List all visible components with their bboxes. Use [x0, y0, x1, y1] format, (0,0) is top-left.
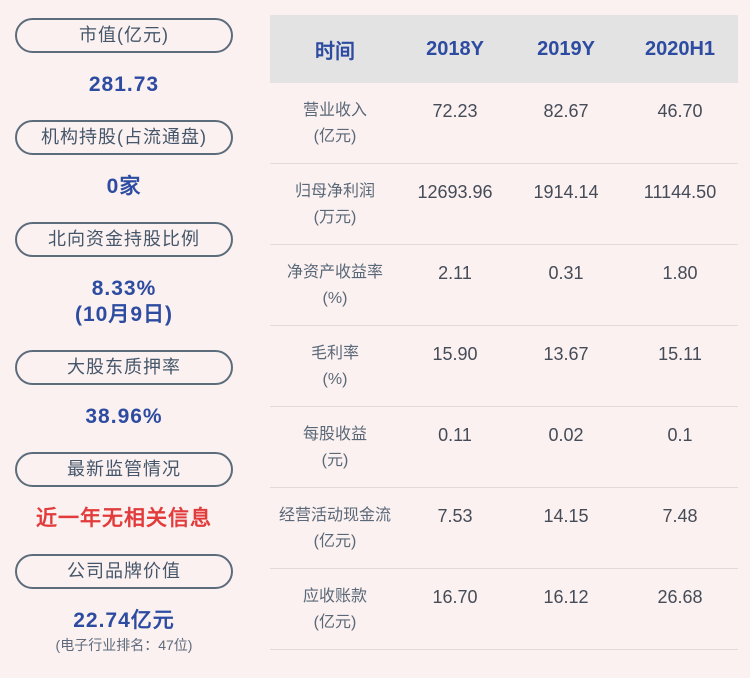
row-label-line2: (元): [321, 452, 349, 469]
market-cap-value: 281.73: [88, 73, 160, 96]
row-label-line2: (亿元): [313, 614, 357, 631]
row-label-line2: (亿元): [313, 533, 357, 550]
table-row-eps: 每股收益 (元) 0.11 0.02 0.1: [270, 407, 738, 488]
cell-value: 14.15: [543, 506, 589, 526]
pledge-ratio-button[interactable]: 大股东质押率: [15, 350, 233, 385]
cell-value: 46.70: [657, 101, 703, 121]
pledge-ratio-value-block: 38.96%: [15, 385, 233, 452]
metrics-sidebar: 市值(亿元) 281.73 机构持股(占流通盘) 0家 北向资金持股比例 8.3…: [0, 0, 250, 678]
row-label-line2: (万元): [313, 209, 357, 226]
row-label-line2: (%): [322, 371, 348, 388]
cell-value: 13.67: [543, 344, 589, 364]
row-label-line2: (亿元): [313, 128, 357, 145]
row-label: 净资产收益率 (%): [270, 260, 400, 312]
cell-value: 1914.14: [533, 182, 599, 202]
row-label: 每股收益 (元): [270, 422, 400, 474]
table-header-2019y: 2019Y: [537, 37, 595, 60]
cell-value: 15.90: [432, 344, 478, 364]
brand-value-amount: 22.74亿元: [73, 609, 175, 632]
cell-value: 0.31: [548, 263, 584, 283]
cell-value: 16.70: [432, 587, 478, 607]
institutional-holding-value: 0家: [106, 175, 142, 198]
table-row-gross-margin: 毛利率 (%) 15.90 13.67 15.11: [270, 326, 738, 407]
table-row-accounts-receivable: 应收账款 (亿元) 16.70 16.12 26.68: [270, 569, 738, 650]
row-label: 经营活动现金流 (亿元): [270, 503, 400, 555]
row-label-line2: (%): [322, 290, 348, 307]
row-label: 归母净利润 (万元): [270, 179, 400, 231]
metric-card-regulatory-status: 最新监管情况 近一年无相关信息: [15, 452, 233, 554]
brand-value-industry-rank: (电子行业排名：47位): [55, 637, 193, 653]
northbound-holding-value-block: 8.33% (10月9日): [15, 257, 233, 350]
row-label-line1: 归母净利润: [294, 183, 375, 200]
financial-indicators-table: 时间 2018Y 2019Y 2020H1 营业收入 (亿元) 72.23 82…: [270, 15, 738, 678]
cell-value: 0.11: [438, 425, 472, 445]
institutional-holding-button[interactable]: 机构持股(占流通盘): [15, 120, 233, 155]
row-label: 营业收入 (亿元): [270, 98, 400, 150]
cell-value: 12693.96: [417, 182, 493, 202]
northbound-holding-date: (10月9日): [74, 303, 174, 326]
row-label-line1: 经营活动现金流: [278, 507, 391, 524]
table-header-2018y: 2018Y: [426, 37, 484, 60]
cell-value: 2.11: [438, 263, 472, 283]
cell-value: 7.48: [662, 506, 698, 526]
table-row-operating-cashflow: 经营活动现金流 (亿元) 7.53 14.15 7.48: [270, 488, 738, 569]
market-cap-value-block: 281.73: [15, 53, 233, 120]
cell-value: 82.67: [543, 101, 589, 121]
cell-value: 26.68: [657, 587, 703, 607]
regulatory-status-value: 近一年无相关信息: [36, 507, 212, 530]
row-label-line1: 每股收益: [302, 426, 367, 443]
brand-value-button[interactable]: 公司品牌价值: [15, 554, 233, 589]
cell-value: 11144.50: [643, 182, 717, 202]
regulatory-status-value-block: 近一年无相关信息: [15, 487, 233, 554]
row-label-line1: 营业收入: [302, 102, 367, 119]
table-header-time: 时间: [315, 40, 355, 63]
table-header-2020h1: 2020H1: [644, 37, 716, 60]
market-cap-button[interactable]: 市值(亿元): [15, 18, 233, 53]
northbound-holding-button[interactable]: 北向资金持股比例: [15, 222, 233, 257]
cell-value: 0.1: [667, 425, 693, 445]
row-label-line1: 应收账款: [302, 588, 367, 605]
brand-value-value-block: 22.74亿元 (电子行业排名：47位): [15, 589, 233, 678]
cell-value: 0.02: [548, 425, 584, 445]
cell-value: 7.53: [437, 506, 473, 526]
row-label-line1: 毛利率: [310, 345, 359, 362]
table-row-revenue: 营业收入 (亿元) 72.23 82.67 46.70: [270, 83, 738, 164]
table-header-row: 时间 2018Y 2019Y 2020H1: [270, 15, 738, 83]
row-label-line1: 净资产收益率: [286, 264, 383, 281]
table-row-net-profit: 归母净利润 (万元) 12693.96 1914.14 11144.50: [270, 164, 738, 245]
pledge-ratio-value: 38.96%: [85, 405, 163, 428]
regulatory-status-button[interactable]: 最新监管情况: [15, 452, 233, 487]
metric-card-institutional-holding: 机构持股(占流通盘) 0家: [15, 120, 233, 222]
metric-card-northbound-holding: 北向资金持股比例 8.33% (10月9日): [15, 222, 233, 350]
institutional-holding-value-block: 0家: [15, 155, 233, 222]
metric-card-pledge-ratio: 大股东质押率 38.96%: [15, 350, 233, 452]
row-label: 毛利率 (%): [270, 341, 400, 393]
metric-card-brand-value: 公司品牌价值 22.74亿元 (电子行业排名：47位): [15, 554, 233, 678]
cell-value: 1.80: [662, 263, 698, 283]
metric-card-market-cap: 市值(亿元) 281.73: [15, 18, 233, 120]
cell-value: 16.12: [543, 587, 589, 607]
cell-value: 15.11: [658, 344, 702, 364]
cell-value: 72.23: [432, 101, 478, 121]
northbound-holding-value: 8.33%: [91, 277, 157, 300]
row-label: 应收账款 (亿元): [270, 584, 400, 636]
table-row-roe: 净资产收益率 (%) 2.11 0.31 1.80: [270, 245, 738, 326]
